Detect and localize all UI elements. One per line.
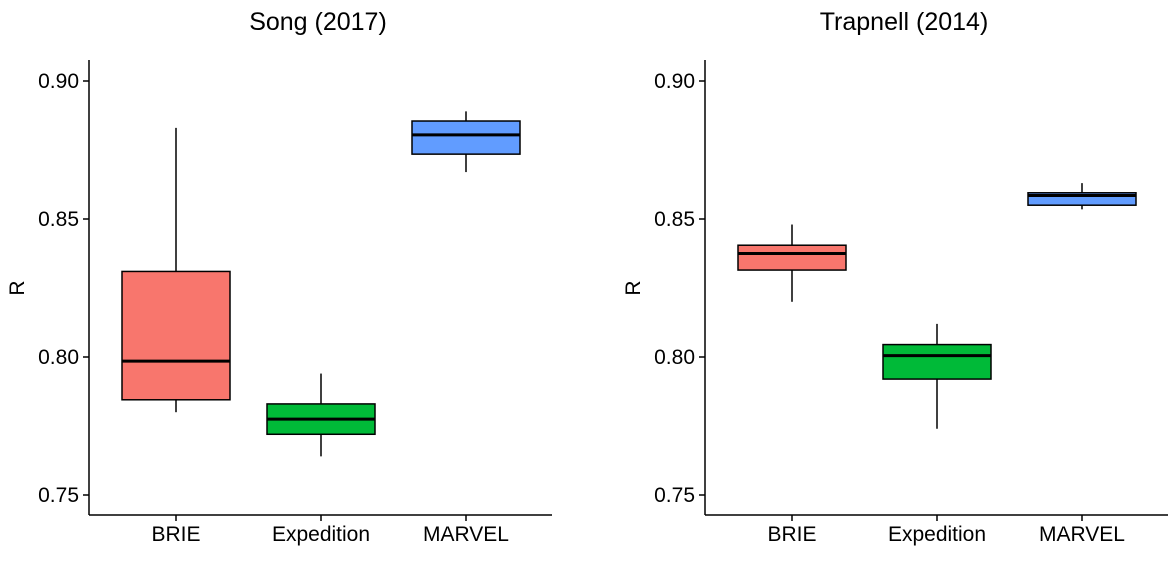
x-tick-label: Expedition xyxy=(272,523,370,546)
box-brie xyxy=(737,244,847,271)
y-axis-title: R xyxy=(6,280,29,295)
y-tick-label: 0.85 xyxy=(38,208,79,231)
y-tick-label: 0.90 xyxy=(654,70,695,93)
y-tick-label: 0.75 xyxy=(38,484,79,507)
box-brie xyxy=(121,270,231,401)
chart-plot-area: 0.75 0.80 0.85 0.90 R BRIE Expedition MARVEL xyxy=(6,60,552,546)
x-tick-label: Expedition xyxy=(888,523,986,546)
y-tick-label: 0.90 xyxy=(38,70,79,93)
y-tick-label: 0.75 xyxy=(654,484,695,507)
x-tick-label: MARVEL xyxy=(423,523,509,546)
chart-panel-song: Song (2017) 0.75 0.80 0.85 0.90 R BRIE Expedit… xyxy=(6,8,552,546)
box-marvel xyxy=(411,120,521,155)
y-tick-label: 0.85 xyxy=(654,208,695,231)
box-expedition xyxy=(882,343,992,380)
x-tick-label: MARVEL xyxy=(1039,523,1125,546)
y-tick-label: 0.80 xyxy=(38,346,79,369)
chart-title: Trapnell (2014) xyxy=(819,8,989,36)
chart-plot-area: 0.75 0.80 0.85 0.90 R BRIE Expedition MARVEL xyxy=(622,60,1168,546)
chart-title: Song (2017) xyxy=(249,8,387,36)
chart-panel-trapnell: Trapnell (2014) 0.75 0.80 0.85 0.90 R BRIE Exp… xyxy=(588,0,1176,576)
x-tick-label: BRIE xyxy=(767,523,816,546)
x-tick-label: BRIE xyxy=(151,523,200,546)
y-tick-label: 0.80 xyxy=(654,346,695,369)
y-axis-title: R xyxy=(622,280,645,295)
